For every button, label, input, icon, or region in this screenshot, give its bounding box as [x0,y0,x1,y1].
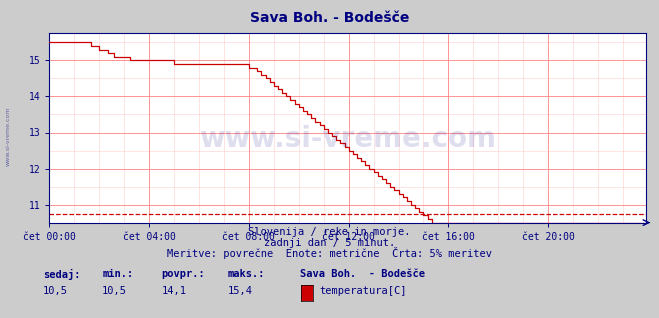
Text: 14,1: 14,1 [161,286,186,296]
Text: Meritve: povrečne  Enote: metrične  Črta: 5% meritev: Meritve: povrečne Enote: metrične Črta: … [167,247,492,259]
Text: min.:: min.: [102,269,133,279]
Text: 15,4: 15,4 [227,286,252,296]
Text: povpr.:: povpr.: [161,269,205,279]
Text: Sava Boh. - Bodešče: Sava Boh. - Bodešče [250,11,409,25]
Text: www.si-vreme.com: www.si-vreme.com [199,125,496,153]
Text: zadnji dan / 5 minut.: zadnji dan / 5 minut. [264,238,395,247]
Text: 10,5: 10,5 [43,286,68,296]
Text: Slovenija / reke in morje.: Slovenija / reke in morje. [248,227,411,237]
Text: maks.:: maks.: [227,269,265,279]
Text: sedaj:: sedaj: [43,269,80,280]
Text: Sava Boh.  - Bodešče: Sava Boh. - Bodešče [300,269,425,279]
Text: 10,5: 10,5 [102,286,127,296]
Text: temperatura[C]: temperatura[C] [320,286,407,296]
Text: www.si-vreme.com: www.si-vreme.com [5,107,11,167]
